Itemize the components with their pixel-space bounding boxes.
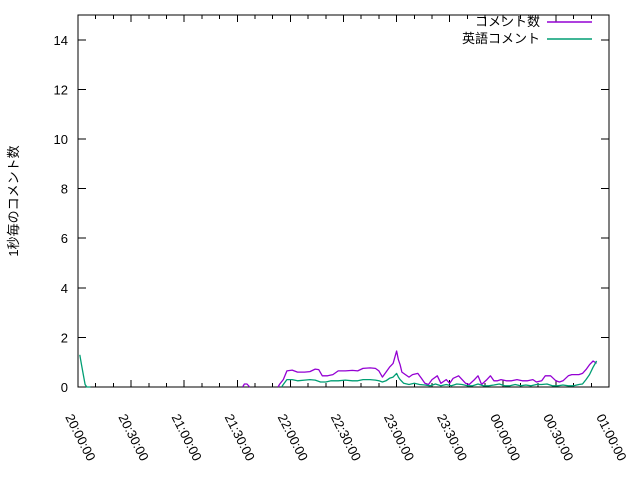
y-axis-label: 1秒毎のコメント数 [6, 145, 21, 257]
y-tick-label: 14 [54, 33, 68, 48]
x-tick-label: 22:30:00 [328, 411, 364, 463]
x-tick-label: 21:30:00 [222, 411, 258, 463]
series-line-1 [79, 354, 91, 388]
x-tick-label: 20:30:00 [115, 411, 151, 463]
series-line-0 [242, 383, 251, 388]
y-tick-label: 10 [54, 132, 68, 147]
x-tick-label: 00:30:00 [540, 411, 576, 463]
y-tick-label: 8 [61, 182, 68, 197]
x-tick-label: 20:00:00 [62, 411, 98, 463]
y-tick-label: 2 [61, 330, 68, 345]
plot-border [77, 14, 610, 388]
x-tick-label: 00:00:00 [487, 411, 523, 463]
x-tick-label: 23:30:00 [434, 411, 470, 463]
legend-label-english-comments: 英語コメント [461, 31, 540, 46]
x-tick-label: 23:00:00 [381, 411, 417, 463]
x-tick-label: 21:00:00 [169, 411, 205, 463]
x-tick-label: 01:00:00 [593, 411, 629, 463]
series-line-0 [277, 350, 597, 388]
y-tick-label: 0 [61, 380, 68, 395]
y-tick-label: 6 [61, 231, 68, 246]
y-tick-label: 4 [61, 281, 68, 296]
y-tick-label: 12 [54, 82, 68, 97]
legend-label-comment-count: コメント数 [474, 14, 540, 29]
x-tick-label: 22:00:00 [275, 411, 311, 463]
series-line-1 [281, 360, 598, 388]
